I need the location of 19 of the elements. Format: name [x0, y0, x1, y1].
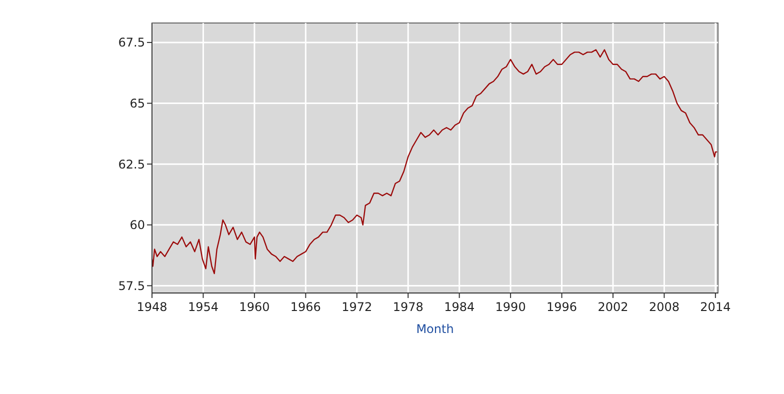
x-tick-label: 2014: [700, 300, 731, 314]
x-tick-label: 1954: [188, 300, 218, 314]
x-tick-label: 1948: [136, 300, 168, 314]
y-tick-label: 65: [130, 96, 145, 110]
x-tick-label: 1972: [342, 300, 372, 314]
y-tick-label: 67.5: [118, 36, 145, 50]
x-tick-label: 1984: [444, 300, 475, 314]
y-tick-label: 60: [130, 218, 145, 232]
y-tick-label: 57.5: [118, 278, 145, 293]
x-tick-label: 1966: [290, 300, 321, 314]
x-axis-title: Month: [416, 322, 454, 336]
x-tick-label: 2008: [648, 300, 680, 314]
y-tick-label: 62.5: [118, 157, 145, 172]
line-series: [151, 49, 718, 274]
x-tick-label: 2002: [598, 300, 628, 314]
x-tick-label: 1996: [546, 300, 578, 314]
x-tick-label: 1978: [392, 300, 424, 314]
x-tick-label: 1990: [495, 300, 526, 314]
x-tick-label: 1960: [239, 300, 270, 314]
